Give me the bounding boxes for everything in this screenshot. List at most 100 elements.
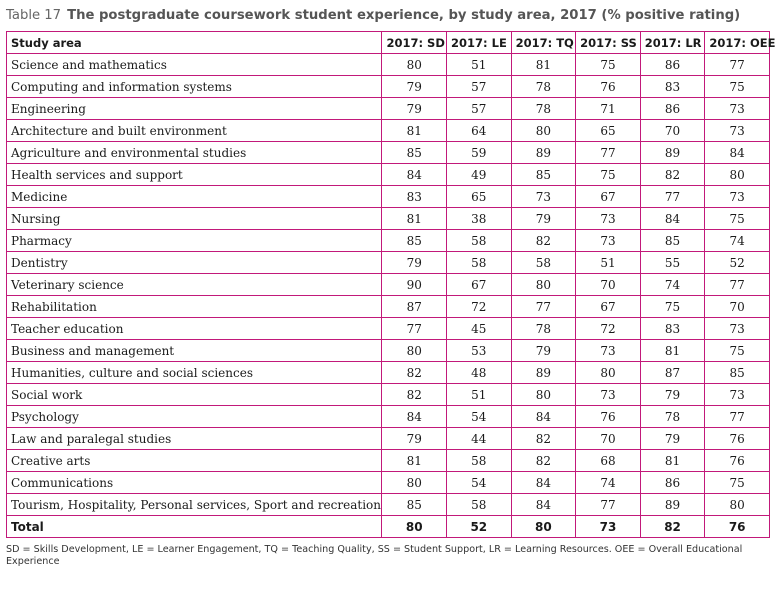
cell-sd: 80 (381, 471, 448, 494)
cell-sd: 82 (381, 361, 448, 384)
total-sd: 80 (381, 515, 448, 538)
cell-tq: 81 (510, 53, 577, 76)
cell-ss: 77 (575, 493, 641, 516)
table-row: Medicine 83 65 73 67 77 73 (5, 185, 770, 208)
table-row: Architecture and built environment 81 64 80… (5, 119, 770, 142)
cell-lr: 75 (639, 295, 706, 318)
row-label: Dentistry (5, 251, 383, 274)
table-number: Table 17 (6, 8, 62, 23)
table-row: Humanities, culture and social sciences 8… (5, 361, 770, 384)
cell-le: 44 (446, 427, 512, 450)
row-label: Veterinary science (5, 273, 383, 296)
cell-ss: 76 (575, 405, 641, 428)
cell-sd: 85 (381, 493, 448, 516)
row-label: Medicine (5, 185, 383, 208)
cell-lr: 78 (639, 405, 706, 428)
cell-le: 54 (446, 471, 512, 494)
row-label: Teacher education (5, 317, 383, 340)
cell-le: 54 (446, 405, 512, 428)
cell-sd: 81 (381, 449, 448, 472)
cell-oee: 75 (704, 339, 770, 362)
table-row: Tourism, Hospitality, Personal services,… (5, 493, 770, 516)
cell-oee: 74 (704, 229, 770, 252)
row-label: Pharmacy (5, 229, 383, 252)
cell-ss: 73 (575, 207, 641, 230)
cell-oee: 85 (704, 361, 770, 384)
header-row: Study area 2017: SD 2017: LE 2017: TQ 20… (5, 31, 775, 54)
cell-tq: 58 (510, 251, 577, 274)
row-label: Nursing (5, 207, 383, 230)
table-row: Engineering 79 57 78 71 86 73 (5, 97, 770, 120)
cell-tq: 80 (510, 273, 577, 296)
cell-ss: 73 (575, 339, 641, 362)
cell-lr: 81 (639, 449, 706, 472)
cell-oee: 75 (704, 75, 770, 98)
table-row: Psychology 84 54 84 76 78 77 (5, 405, 770, 428)
cell-oee: 73 (704, 185, 770, 208)
cell-ss: 65 (575, 119, 641, 142)
cell-ss: 73 (575, 383, 641, 406)
total-lr: 82 (639, 515, 706, 538)
cell-lr: 89 (639, 493, 706, 516)
cell-ss: 70 (575, 427, 641, 450)
cell-oee: 73 (704, 119, 770, 142)
cell-lr: 89 (639, 141, 706, 164)
cell-ss: 68 (575, 449, 641, 472)
header-tq: 2017: TQ (510, 31, 577, 54)
cell-le: 57 (446, 75, 512, 98)
cell-oee: 76 (704, 449, 770, 472)
cell-tq: 89 (510, 361, 577, 384)
row-label: Engineering (5, 97, 383, 120)
cell-oee: 77 (704, 273, 770, 296)
cell-ss: 77 (575, 141, 641, 164)
cell-ss: 80 (575, 361, 641, 384)
table-row: Agriculture and environmental studies 85 5… (5, 141, 770, 164)
cell-sd: 83 (381, 185, 448, 208)
cell-le: 58 (446, 251, 512, 274)
cell-tq: 85 (510, 163, 577, 186)
cell-tq: 84 (510, 471, 577, 494)
cell-tq: 77 (510, 295, 577, 318)
cell-oee: 77 (704, 405, 770, 428)
cell-ss: 76 (575, 75, 641, 98)
cell-oee: 70 (704, 295, 770, 318)
cell-le: 48 (446, 361, 512, 384)
row-label: Health services and support (5, 163, 383, 186)
cell-lr: 87 (639, 361, 706, 384)
cell-lr: 86 (639, 471, 706, 494)
cell-sd: 85 (381, 141, 448, 164)
table-title: The postgraduate coursework student expe… (67, 8, 741, 23)
cell-sd: 87 (381, 295, 448, 318)
cell-le: 53 (446, 339, 512, 362)
table-row: Social work 82 51 80 73 79 73 (5, 383, 770, 406)
header-sd: 2017: SD (381, 31, 448, 54)
cell-le: 64 (446, 119, 512, 142)
header-le: 2017: LE (446, 31, 512, 54)
cell-lr: 55 (639, 251, 706, 274)
cell-tq: 89 (510, 141, 577, 164)
page: Table 17 The postgraduate coursework stud… (5, 8, 775, 567)
row-label: Social work (5, 383, 383, 406)
header-study-area: Study area (5, 31, 383, 54)
cell-lr: 77 (639, 185, 706, 208)
cell-lr: 86 (639, 53, 706, 76)
cell-lr: 79 (639, 383, 706, 406)
cell-lr: 84 (639, 207, 706, 230)
total-row: Total 80 52 80 73 82 76 (5, 515, 770, 538)
cell-sd: 80 (381, 339, 448, 362)
cell-lr: 85 (639, 229, 706, 252)
cell-le: 58 (446, 229, 512, 252)
row-label: Communications (5, 471, 383, 494)
row-label: Agriculture and environmental studies (5, 141, 383, 164)
cell-ss: 51 (575, 251, 641, 274)
cell-sd: 85 (381, 229, 448, 252)
cell-sd: 79 (381, 97, 448, 120)
row-label: Science and mathematics (5, 53, 383, 76)
total-ss: 73 (575, 515, 641, 538)
table-row: Nursing 81 38 79 73 84 75 (5, 207, 770, 230)
cell-oee: 77 (704, 53, 770, 76)
cell-le: 72 (446, 295, 512, 318)
table-body: Science and mathematics 80 51 81 75 86 77 Compu… (5, 53, 770, 516)
cell-le: 38 (446, 207, 512, 230)
table-row: Veterinary science 90 67 80 70 74 77 (5, 273, 770, 296)
